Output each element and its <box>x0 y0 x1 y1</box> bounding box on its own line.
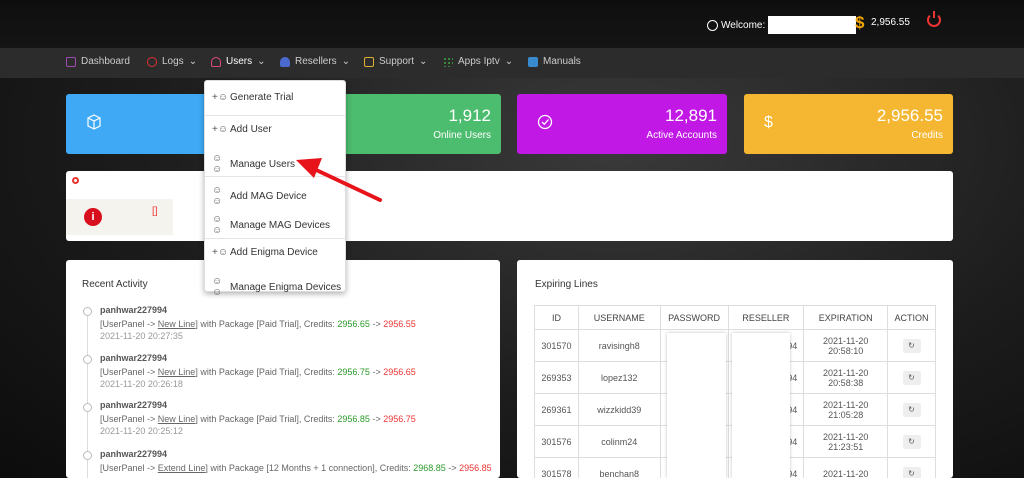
nav-dashboard[interactable]: Dashboard <box>66 56 130 67</box>
column-header: ACTION <box>887 305 936 330</box>
cube-icon <box>86 114 102 134</box>
nav-manuals[interactable]: Manuals <box>528 56 581 67</box>
column-header: PASSWORD <box>659 305 729 330</box>
refresh-button[interactable]: ↻ <box>902 466 921 478</box>
chevron-down-icon: ⌄ <box>341 56 351 67</box>
users-icon: ☺☺ <box>212 153 223 175</box>
username-redacted <box>768 16 857 34</box>
mail-icon <box>364 56 374 67</box>
chevron-down-icon: ⌄ <box>504 56 514 67</box>
activity-link[interactable]: Extend Line <box>157 463 206 473</box>
nav-users[interactable]: Users ⌄ <box>211 56 266 67</box>
timeline-dot <box>83 403 92 412</box>
credits-value: 2,956.55 <box>876 106 943 125</box>
activity-item: panhwar227994 [UserPanel -> New Line] wi… <box>100 400 416 436</box>
recent-activity-panel <box>66 260 500 478</box>
grid-icon <box>443 56 453 67</box>
users-dropdown-menu: +☺ Generate Trial +☺ Add User ☺☺ Manage Use… <box>204 80 346 298</box>
menu-item-generate-trial[interactable]: +☺ Generate Trial <box>212 92 294 103</box>
divider <box>205 176 345 177</box>
expiring-lines-title: Expiring Lines <box>535 279 598 290</box>
column-header: RESELLER <box>727 305 805 330</box>
column-header: ID <box>534 305 579 330</box>
activity-link[interactable]: New Line <box>157 319 196 329</box>
user-icon <box>211 56 221 67</box>
active-accounts-value: 12,891 <box>665 106 717 125</box>
menu-item-add-enigma-device[interactable]: +☺ Add Enigma Device <box>212 247 318 258</box>
header-credits: 2,956.55 <box>871 17 910 28</box>
menu-item-add-user[interactable]: +☺ Add User <box>212 124 272 135</box>
welcome-area: Welcome: <box>707 16 857 34</box>
nav-logs[interactable]: Logs ⌄ <box>147 56 197 67</box>
column-header: USERNAME <box>577 305 661 330</box>
activity-link[interactable]: New Line <box>157 367 196 377</box>
nav-resellers[interactable]: Resellers ⌄ <box>280 56 350 67</box>
timeline-dot <box>83 355 92 364</box>
activity-item: panhwar227994 [UserPanel -> New Line] wi… <box>100 305 416 341</box>
power-icon[interactable] <box>927 11 941 27</box>
welcome-label: Welcome: <box>721 19 766 31</box>
add-user-icon: +☺ <box>212 247 229 258</box>
table-header-row: ID USERNAME PASSWORD RESELLER EXPIRATION… <box>534 305 936 330</box>
redaction-mask <box>732 333 790 478</box>
user-icon <box>707 19 718 31</box>
timeline-dot <box>83 307 92 316</box>
chevron-down-icon: ⌄ <box>188 56 198 67</box>
divider <box>205 115 345 116</box>
notice-icon-bg <box>66 199 173 235</box>
activity-item: panhwar227994 [UserPanel -> New Line] wi… <box>100 353 416 389</box>
divider <box>205 238 345 239</box>
dollar-icon: $ <box>855 13 865 32</box>
nav-apps-iptv[interactable]: Apps Iptv ⌄ <box>443 56 513 67</box>
users-icon: ☺☺ <box>212 214 223 236</box>
credits-label: Credits <box>911 130 943 141</box>
book-icon <box>528 56 538 67</box>
nav-bar <box>0 48 1024 78</box>
add-user-icon: +☺ <box>212 92 229 103</box>
activity-item: panhwar227994 [UserPanel -> Extend Line]… <box>100 449 492 473</box>
refresh-button[interactable]: ↻ <box>902 370 921 385</box>
online-users-label: Online Users <box>433 130 491 141</box>
nav-support[interactable]: Support ⌄ <box>364 56 427 67</box>
refresh-button[interactable]: ↻ <box>902 338 921 353</box>
activity-link[interactable]: New Line <box>157 414 196 424</box>
logs-icon <box>147 56 157 67</box>
chevron-down-icon: ⌄ <box>257 56 266 67</box>
dashboard-icon <box>66 56 76 67</box>
menu-item-manage-users[interactable]: ☺☺ Manage Users <box>212 153 296 175</box>
refresh-button[interactable]: ↻ <box>902 402 921 417</box>
card-credits: $ 2,956.55 Credits <box>744 94 953 154</box>
timeline-dot <box>83 451 92 460</box>
active-accounts-label: Active Accounts <box>646 130 717 141</box>
dollar-icon: $ <box>764 114 773 131</box>
menu-item-manage-mag-devices[interactable]: ☺☺ Manage MAG Devices <box>212 214 331 236</box>
resellers-icon <box>280 56 290 67</box>
search-icon <box>72 177 79 184</box>
add-user-icon: +☺ <box>212 124 229 135</box>
recent-activity-title: Recent Activity <box>82 279 148 290</box>
check-circle-icon <box>537 114 553 134</box>
notice-bracket: [] <box>152 206 158 217</box>
online-users-value: 1,912 <box>448 106 491 125</box>
timeline-line <box>87 310 88 478</box>
notice-panel: i [] <box>66 171 953 241</box>
card-active-accounts: 12,891 Active Accounts <box>517 94 727 154</box>
redaction-mask <box>667 333 726 478</box>
users-icon: ☺☺ <box>212 185 223 207</box>
menu-item-add-mag-device[interactable]: ☺☺ Add MAG Device <box>212 185 307 207</box>
column-header: EXPIRATION <box>803 305 889 330</box>
refresh-button[interactable]: ↻ <box>902 434 921 449</box>
info-icon: i <box>84 208 102 226</box>
users-icon: ☺☺ <box>212 276 223 298</box>
chevron-down-icon: ⌄ <box>419 56 428 67</box>
menu-item-manage-enigma-devices[interactable]: ☺☺ Manage Enigma Devices <box>212 276 342 298</box>
